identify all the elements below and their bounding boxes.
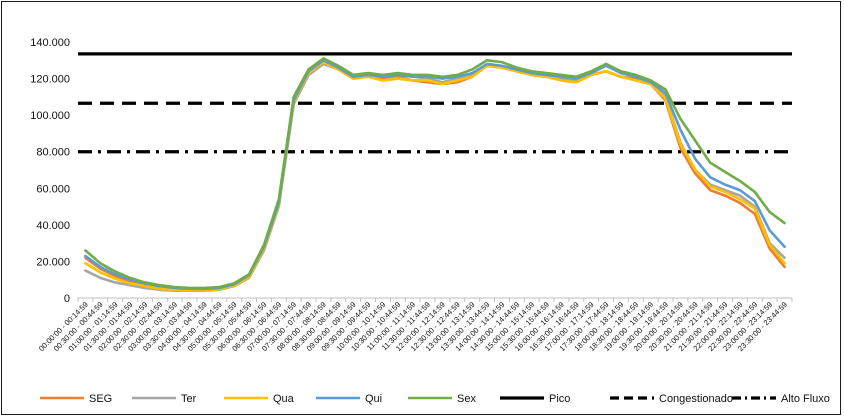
y-tick-label: 60.000 bbox=[36, 183, 70, 195]
y-tick-label: 140.000 bbox=[30, 37, 70, 49]
legend-item-congestionado: Congestionado bbox=[610, 393, 733, 405]
series-line-qua bbox=[84, 60, 786, 292]
legend-item-qui: Qui bbox=[316, 393, 382, 405]
y-tick-label: 120.000 bbox=[30, 74, 70, 86]
y-tick-label: 100.000 bbox=[30, 110, 70, 122]
legend-item-seg: SEG bbox=[40, 393, 112, 405]
y-tick-label: 20.000 bbox=[36, 256, 70, 268]
legend-label: SEG bbox=[89, 393, 112, 405]
legend: SEG Ter Qua Qui Sex Pico Congestionado Alto Flu… bbox=[40, 393, 830, 405]
y-axis-tick-labels: 0 20.000 40.000 60.000 80.000 100.000 120.000 1… bbox=[30, 37, 70, 305]
legend-label: Sex bbox=[457, 393, 476, 405]
y-tick-label: 0 bbox=[64, 293, 70, 305]
legend-label: Pico bbox=[549, 393, 570, 405]
series-line-ter bbox=[84, 62, 786, 292]
legend-item-qua: Qua bbox=[224, 393, 295, 405]
series-line-sex bbox=[84, 57, 786, 290]
legend-label: Ter bbox=[181, 393, 197, 405]
series-line-seg bbox=[84, 58, 786, 292]
legend-item-ter: Ter bbox=[132, 393, 197, 405]
legend-label: Alto Fluxo bbox=[781, 393, 830, 405]
legend-label: Qui bbox=[365, 393, 382, 405]
legend-item-alto-fluxo: Alto Fluxo bbox=[732, 393, 830, 405]
legend-label: Congestionado bbox=[659, 393, 733, 405]
y-tick-label: 80.000 bbox=[36, 147, 70, 159]
series-line-qui bbox=[84, 58, 786, 291]
y-tick-label: 40.000 bbox=[36, 220, 70, 232]
legend-item-pico: Pico bbox=[500, 393, 570, 405]
legend-item-sex: Sex bbox=[408, 393, 476, 405]
series-lines bbox=[84, 57, 786, 292]
legend-label: Qua bbox=[273, 393, 295, 405]
